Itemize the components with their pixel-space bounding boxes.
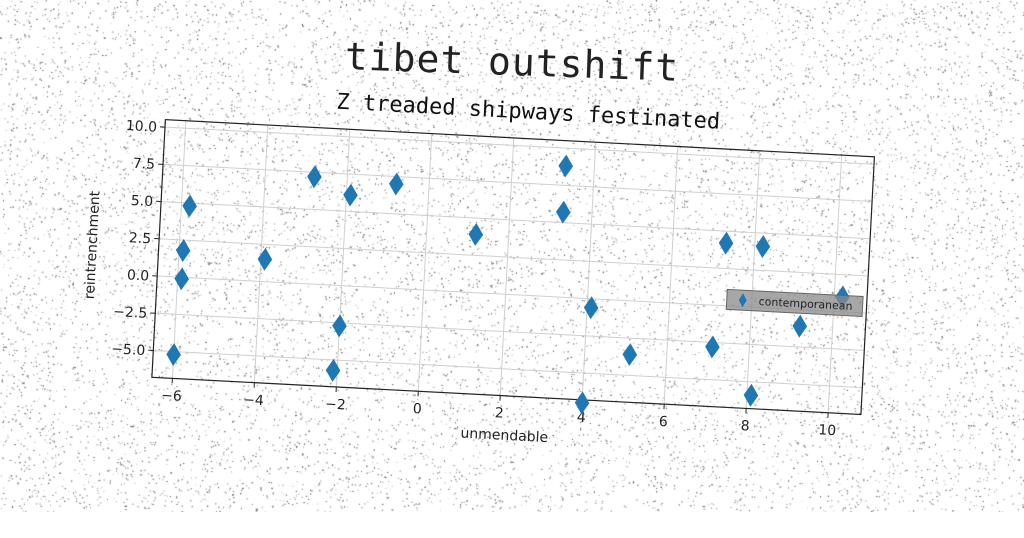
data-point bbox=[743, 384, 758, 407]
data-point bbox=[174, 267, 189, 290]
y-grid-line bbox=[165, 127, 874, 164]
x-grid-line bbox=[418, 134, 432, 392]
y-grid-line bbox=[161, 202, 870, 239]
y-tick-label: −5.0 bbox=[111, 341, 146, 359]
data-point bbox=[584, 296, 599, 319]
data-point bbox=[307, 165, 322, 188]
x-tick-label: −6 bbox=[161, 388, 183, 405]
x-tick-label: 8 bbox=[740, 418, 750, 434]
data-point bbox=[792, 315, 807, 338]
x-tick-label: 6 bbox=[658, 414, 668, 430]
y-tick-label: 7.5 bbox=[132, 156, 155, 173]
x-grid-line bbox=[582, 142, 596, 400]
x-grid-line bbox=[500, 138, 514, 396]
data-point bbox=[705, 336, 720, 359]
x-axis-label: unmendable bbox=[460, 426, 548, 447]
x-tick-label: 2 bbox=[494, 405, 504, 421]
data-point bbox=[257, 248, 272, 271]
data-point bbox=[755, 235, 770, 258]
y-tick-label: −2.5 bbox=[113, 304, 148, 322]
y-grid-line bbox=[163, 164, 872, 201]
data-point bbox=[718, 232, 733, 255]
y-grid-line bbox=[153, 350, 862, 387]
x-grid-line bbox=[828, 155, 842, 413]
x-grid-line bbox=[746, 151, 760, 409]
data-point bbox=[182, 195, 197, 218]
x-tick-label: 0 bbox=[412, 401, 422, 417]
data-point bbox=[556, 201, 571, 224]
data-point bbox=[332, 315, 347, 338]
x-grid-line bbox=[664, 147, 678, 405]
y-tick-label: 0.0 bbox=[127, 267, 150, 284]
x-tick-label: 10 bbox=[818, 422, 837, 439]
y-tick-label: 2.5 bbox=[128, 230, 151, 247]
chart-title: Z treaded shipways festinated bbox=[336, 90, 721, 135]
data-point bbox=[622, 343, 637, 366]
data-point bbox=[176, 239, 191, 262]
x-tick-label: −4 bbox=[243, 392, 265, 409]
grid-lines bbox=[152, 120, 875, 415]
y-axis-label: reintrenchment bbox=[82, 190, 104, 300]
data-point bbox=[343, 184, 358, 207]
y-grid-line bbox=[155, 313, 864, 350]
data-point bbox=[166, 343, 181, 366]
x-tick-label: −2 bbox=[325, 396, 346, 413]
y-tick-label: 5.0 bbox=[130, 193, 153, 210]
data-point bbox=[558, 155, 573, 178]
data-point bbox=[468, 223, 483, 246]
data-point bbox=[326, 359, 341, 382]
x-grid-line bbox=[336, 129, 350, 387]
y-tick-label: 10.0 bbox=[125, 118, 157, 136]
